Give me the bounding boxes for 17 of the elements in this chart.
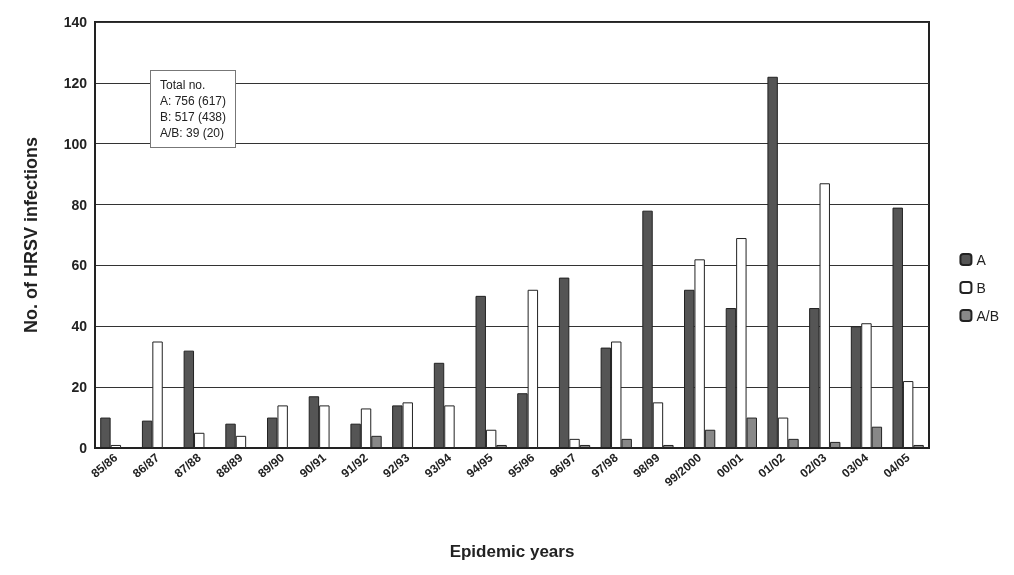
y-axis-title: No. of HRSV infections xyxy=(21,136,41,334)
y-tick-label: 0 xyxy=(79,440,88,456)
annotation: A/B: 39 (20) xyxy=(160,125,226,141)
legend-label: A/B xyxy=(976,307,1000,324)
annotation: A: 756 (617) xyxy=(160,93,227,109)
y-tick-label: 40 xyxy=(71,318,88,335)
x-axis-title: Epidemic years xyxy=(449,542,575,561)
y-tick-label: 60 xyxy=(71,257,88,274)
legend-label: B xyxy=(976,279,986,296)
annotation: Total no. xyxy=(160,77,207,93)
y-tick-label: 80 xyxy=(71,196,88,213)
y-tick-label: 120 xyxy=(63,74,88,91)
y-tick-label: 100 xyxy=(63,135,88,152)
legend-label: A xyxy=(976,251,987,268)
y-tick-label: 140 xyxy=(63,14,88,30)
annotation: B: 517 (438) xyxy=(160,109,227,125)
y-tick-label: 20 xyxy=(71,379,88,396)
